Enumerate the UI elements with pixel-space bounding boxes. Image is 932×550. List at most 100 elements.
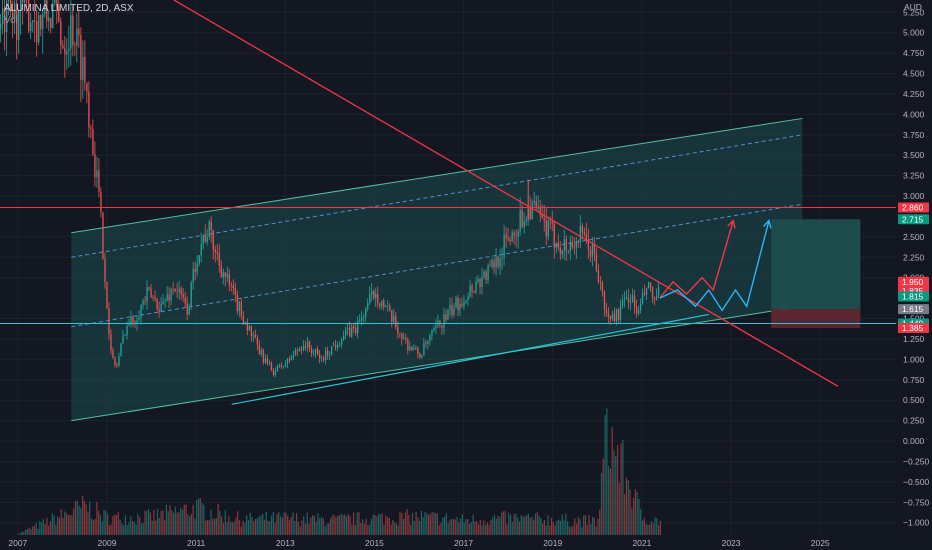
volume-bar — [329, 518, 332, 535]
drawing-lines[interactable] — [0, 0, 896, 405]
candle-body — [186, 303, 188, 315]
volume-bar — [285, 512, 287, 535]
price-tick-label: −0.500 — [903, 477, 930, 487]
candle-body — [82, 57, 84, 81]
symbol-title[interactable]: ALUMINA LIMITED, 2D, ASX — [4, 3, 134, 14]
volume-bar — [176, 512, 178, 535]
volume-bar — [490, 519, 492, 535]
candle-body — [12, 11, 14, 19]
price-axis[interactable] — [896, 0, 932, 535]
price-tick-label: 5.250 — [903, 7, 925, 17]
price-tick-label: 5.000 — [903, 28, 925, 38]
volume-bar — [392, 519, 394, 535]
volume-bar — [536, 512, 538, 535]
candle-body — [417, 347, 419, 354]
volume-bar — [226, 521, 228, 535]
candle-body — [126, 326, 128, 336]
candle-body — [180, 288, 182, 295]
volume-bar — [615, 456, 617, 535]
candle-body — [272, 369, 275, 376]
candle-body — [563, 239, 565, 251]
volume-bar — [110, 524, 112, 535]
candle-body — [220, 265, 222, 278]
candle-body — [459, 304, 461, 311]
volume-bar — [94, 518, 96, 535]
candle-body — [553, 223, 555, 248]
candle-body — [479, 278, 481, 288]
volume-bar — [331, 515, 333, 535]
candle-body — [308, 341, 311, 350]
candle-body — [258, 344, 261, 355]
volume-bar — [522, 516, 524, 535]
volume-label: Vol — [4, 15, 18, 26]
candle-body — [176, 291, 178, 293]
volume-bar — [312, 514, 314, 535]
regression-channel — [71, 117, 803, 422]
candle-body — [310, 349, 313, 354]
projection-paths[interactable] — [659, 219, 772, 312]
volume-bar — [51, 513, 53, 535]
volume-bar — [299, 526, 301, 535]
candle-body — [603, 291, 606, 310]
volume-bar — [511, 522, 513, 535]
candle-body — [98, 170, 100, 192]
volume-bar — [322, 518, 324, 535]
candle-body — [365, 309, 367, 317]
volume-bar — [613, 450, 615, 535]
candle-body — [112, 350, 114, 359]
candle-body — [377, 293, 379, 304]
volume-bar — [540, 518, 542, 535]
candle-body — [499, 258, 501, 267]
volume-bar — [502, 511, 505, 535]
volume-bar — [360, 523, 362, 535]
long-position-box[interactable] — [771, 219, 861, 328]
volume-bar — [23, 531, 25, 535]
candle-body — [463, 301, 465, 307]
time-axis[interactable] — [0, 535, 932, 550]
volume-bar — [636, 492, 638, 535]
volume-bar — [147, 508, 150, 535]
volume-bar — [538, 515, 540, 535]
volume-bar — [394, 522, 396, 535]
volume-bar — [608, 465, 610, 535]
volume-bar — [254, 519, 257, 535]
volume-bar — [631, 508, 633, 535]
volume-bar — [588, 515, 590, 535]
volume-bar — [408, 514, 410, 535]
candle-body — [579, 225, 582, 242]
candle-body — [260, 349, 263, 355]
volume-bar — [48, 525, 50, 535]
volume-bar — [315, 521, 317, 535]
volume-bar — [276, 513, 278, 535]
candle-body — [371, 291, 373, 295]
volume-bar — [577, 517, 579, 535]
volume-bar — [568, 526, 571, 535]
volume-bar — [247, 520, 250, 535]
candle-body — [595, 254, 598, 271]
candle-body — [106, 281, 108, 309]
price-tick-label: 1.000 — [903, 354, 925, 364]
volume-bar — [156, 508, 159, 535]
candle-body — [395, 315, 397, 327]
candle-body — [68, 48, 70, 51]
price-tag — [898, 322, 929, 333]
volume-bar — [356, 512, 358, 535]
volume-bar — [543, 519, 546, 535]
candle-body — [491, 260, 493, 267]
candle-body — [194, 268, 196, 272]
volume-bar — [493, 515, 496, 535]
candle-body — [332, 344, 335, 347]
candle-body — [561, 250, 563, 255]
candle-body — [270, 362, 273, 370]
candle-body — [330, 346, 333, 355]
volume-bar — [417, 517, 419, 535]
candle-body — [204, 235, 206, 242]
candle-body — [411, 346, 413, 351]
candle-body — [551, 221, 553, 224]
volume-bar — [468, 523, 471, 535]
volume-bar — [419, 520, 421, 535]
volume-bar — [221, 516, 223, 535]
volume-bar — [263, 519, 266, 535]
candle-body — [655, 295, 658, 300]
